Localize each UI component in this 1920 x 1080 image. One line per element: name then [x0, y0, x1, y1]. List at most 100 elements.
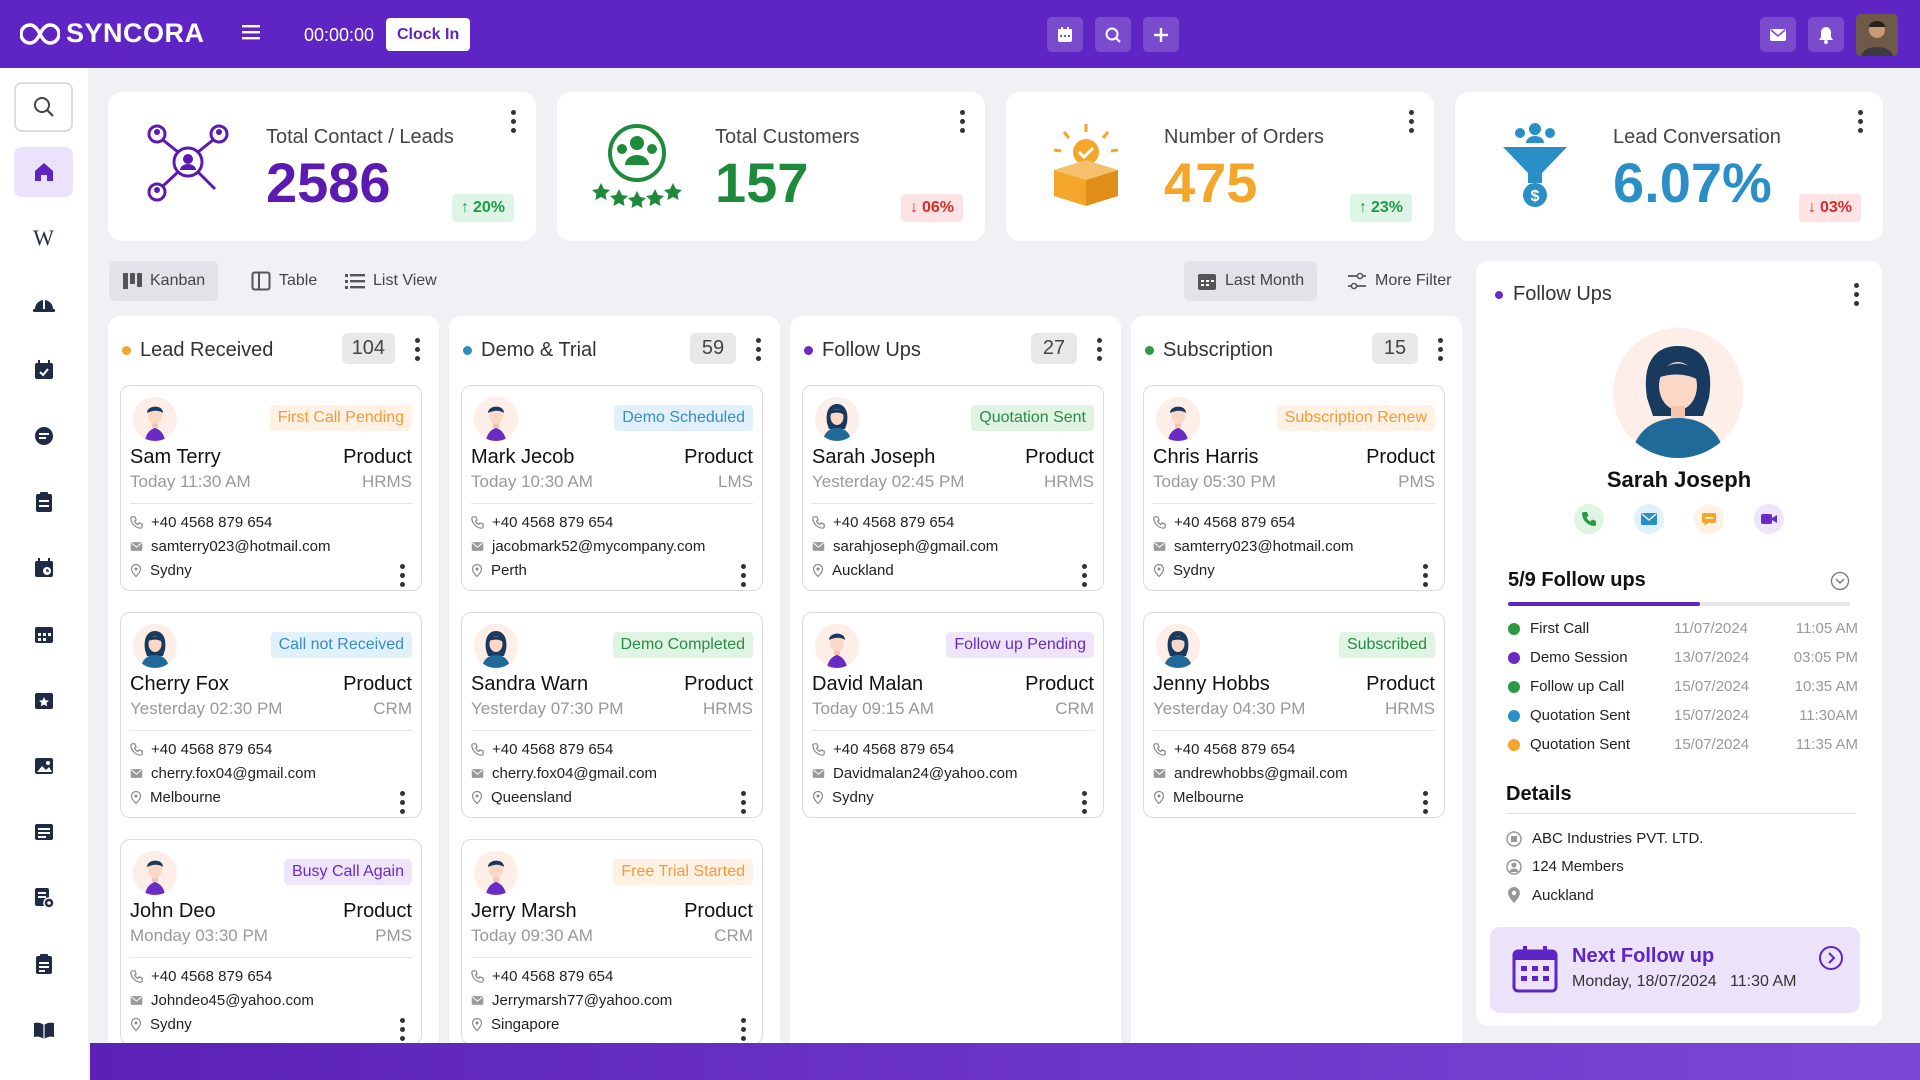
- more-options-icon[interactable]: [1421, 564, 1429, 587]
- more-options-icon[interactable]: [754, 338, 762, 361]
- sidebar-item-home[interactable]: [14, 147, 73, 197]
- sidebar-item-knowledge[interactable]: [14, 1005, 73, 1055]
- sidebar-search-button[interactable]: [14, 82, 73, 132]
- lead-location-text: Sydny: [150, 562, 192, 579]
- more-options-icon[interactable]: [739, 791, 747, 814]
- follow-up-item[interactable]: Demo Session 13/07/2024 03:05 PM: [1508, 647, 1858, 676]
- column-count: 104: [341, 333, 395, 364]
- lead-card[interactable]: Busy Call Again John Deo Product Monday 03:…: [120, 839, 422, 1045]
- more-options-icon[interactable]: [1095, 338, 1103, 361]
- follow-up-label: Quotation Sent: [1530, 707, 1631, 724]
- sidebar-item-tasks[interactable]: [14, 345, 73, 395]
- more-options-icon[interactable]: [1436, 338, 1444, 361]
- sidebar-item-checklist[interactable]: [14, 939, 73, 989]
- bell-icon[interactable]: [1808, 17, 1844, 52]
- lead-card[interactable]: Free Trial Started Jerry Marsh Product Toda…: [461, 839, 763, 1045]
- more-options-icon[interactable]: [413, 338, 421, 361]
- more-options-icon[interactable]: [739, 564, 747, 587]
- stat-card-conversion[interactable]: $ Lead Conversation 6.07% ↓ 03%: [1455, 92, 1883, 241]
- lead-card[interactable]: Follow up Pending David Malan Product Today…: [802, 612, 1104, 818]
- lead-email-text: Jerrymarsh77@yahoo.com: [492, 992, 673, 1009]
- sidebar-item-schedule[interactable]: [14, 543, 73, 593]
- more-options-icon[interactable]: [739, 1018, 747, 1041]
- lead-email: jacobmark52@mycompany.com: [471, 538, 705, 555]
- sidebar-item-wiki[interactable]: W: [14, 213, 73, 263]
- sidebar-item-events[interactable]: [14, 675, 73, 725]
- lead-card[interactable]: Subscription Renew Chris Harris Product Tod…: [1143, 385, 1445, 591]
- contact-actions: [1574, 504, 1784, 534]
- follow-up-item[interactable]: First Call 11/07/2024 11:05 AM: [1508, 618, 1858, 647]
- user-avatar[interactable]: [1856, 14, 1898, 56]
- more-filter-button[interactable]: More Filter: [1334, 261, 1464, 301]
- lead-location: Sydny: [1153, 562, 1215, 579]
- clock-in-button[interactable]: Clock In: [386, 18, 471, 51]
- sidebar-item-projects[interactable]: [14, 279, 73, 329]
- more-options-icon[interactable]: [398, 1018, 406, 1041]
- more-options-icon[interactable]: [1080, 791, 1088, 814]
- product-system: CRM: [373, 699, 412, 718]
- more-options-icon[interactable]: [398, 564, 406, 587]
- sidebar-item-reports[interactable]: [14, 477, 73, 527]
- column-header: Lead Received 104: [122, 333, 425, 367]
- period-filter-button[interactable]: Last Month: [1184, 261, 1318, 301]
- lead-card[interactable]: Demo Scheduled Mark Jecob Product Today 10:…: [461, 385, 763, 591]
- lead-card[interactable]: Subscribed Jenny Hobbs Product Yesterday 04…: [1143, 612, 1445, 818]
- more-options-icon[interactable]: [1407, 110, 1415, 133]
- more-options-icon[interactable]: [1856, 110, 1864, 133]
- zoom-search-icon[interactable]: [1095, 17, 1131, 52]
- mail-icon: [812, 769, 825, 778]
- lead-phone: +40 4568 879 654: [471, 514, 613, 531]
- stat-value: 157: [715, 151, 809, 214]
- message-icon[interactable]: [1694, 504, 1724, 534]
- follow-up-item[interactable]: Quotation Sent 15/07/2024 11:30AM: [1508, 705, 1858, 734]
- follow-up-item[interactable]: Quotation Sent 15/07/2024 11:35 AM: [1508, 734, 1858, 763]
- brand-logo[interactable]: SYNCORA: [20, 18, 205, 49]
- brand-name: SYNCORA: [66, 18, 205, 48]
- sidebar-item-chat[interactable]: [14, 411, 73, 461]
- sidebar-item-gallery[interactable]: [14, 741, 73, 791]
- mail-icon: [1153, 769, 1166, 778]
- sidebar-item-calendar[interactable]: [14, 609, 73, 659]
- add-icon[interactable]: [1143, 17, 1179, 52]
- phone-icon[interactable]: [1574, 504, 1604, 534]
- stat-card-leads[interactable]: Total Contact / Leads 2586 ↑ 20%: [108, 92, 536, 241]
- calendar-icon[interactable]: [1047, 17, 1083, 52]
- sidebar-item-settings-docs[interactable]: [14, 873, 73, 923]
- stat-card-orders[interactable]: Number of Orders 475 ↑ 23%: [1006, 92, 1434, 241]
- lead-name: Jerry Marsh: [471, 900, 577, 922]
- more-options-icon[interactable]: [1080, 564, 1088, 587]
- phone-icon: [471, 743, 484, 756]
- mail-icon[interactable]: [1760, 17, 1796, 52]
- location-pin-icon: [812, 563, 824, 578]
- lead-card[interactable]: First Call Pending Sam Terry Product Today …: [120, 385, 422, 591]
- video-icon: [1508, 652, 1520, 664]
- video-icon[interactable]: [1754, 504, 1784, 534]
- follow-up-date: 11/07/2024: [1674, 620, 1748, 637]
- lead-card[interactable]: Demo Completed Sandra Warn Product Yesterda…: [461, 612, 763, 818]
- status-badge: Subscribed: [1338, 632, 1435, 658]
- customers-stars-icon: [577, 120, 697, 210]
- more-options-icon[interactable]: [958, 110, 966, 133]
- sidebar-item-news[interactable]: [14, 807, 73, 857]
- view-tab-kanban[interactable]: Kanban: [109, 261, 219, 301]
- product-label: Product: [1366, 673, 1435, 695]
- column-header: Demo & Trial 59: [463, 333, 766, 367]
- stat-card-customers[interactable]: Total Customers 157 ↓ 06%: [557, 92, 985, 241]
- mail-icon[interactable]: [1634, 504, 1664, 534]
- view-tab-table[interactable]: Table: [238, 261, 330, 301]
- divider: [1153, 503, 1435, 504]
- chevron-down-icon[interactable]: [1830, 571, 1850, 591]
- svg-text:$: $: [1531, 188, 1540, 205]
- more-options-icon[interactable]: [509, 110, 517, 133]
- image-icon: [34, 758, 53, 774]
- more-options-icon[interactable]: [1852, 283, 1860, 306]
- more-options-icon[interactable]: [1421, 791, 1429, 814]
- follow-up-item[interactable]: Follow up Call 15/07/2024 10:35 AM: [1508, 676, 1858, 705]
- more-options-icon[interactable]: [398, 791, 406, 814]
- lead-card[interactable]: Call not Received Cherry Fox Product Yester…: [120, 612, 422, 818]
- lead-card[interactable]: Quotation Sent Sarah Joseph Product Yesterd…: [802, 385, 1104, 591]
- hamburger-menu-icon[interactable]: [242, 24, 260, 40]
- chevron-right-icon: [1819, 946, 1843, 970]
- next-follow-up-card[interactable]: Next Follow up Monday, 18/07/2024 11:30 …: [1490, 927, 1860, 1013]
- view-tab-list[interactable]: List View: [332, 261, 450, 301]
